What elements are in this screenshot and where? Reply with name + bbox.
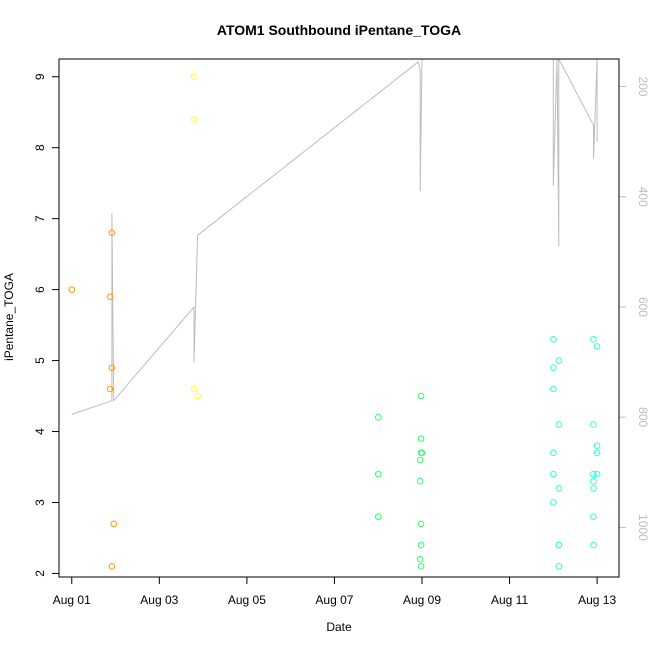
data-point [417, 478, 423, 484]
x-tick-label: Aug 13 [578, 593, 616, 607]
x-tick-label: Aug 09 [403, 593, 441, 607]
data-point [594, 471, 600, 477]
data-point [591, 478, 597, 484]
data-point [418, 436, 424, 442]
data-point [591, 542, 597, 548]
data-point [375, 415, 381, 421]
secondary-tick-label: 600 [636, 297, 650, 317]
data-point [111, 521, 117, 527]
data-point [556, 542, 562, 548]
x-tick-label: Aug 05 [228, 593, 266, 607]
data-point [418, 521, 424, 527]
data-point [191, 74, 197, 80]
data-point [594, 344, 600, 350]
y-tick-label: 7 [33, 215, 47, 222]
points-layer [69, 74, 600, 569]
y-tick-label: 4 [33, 428, 47, 435]
y-tick-label: 9 [33, 73, 47, 80]
data-point [191, 386, 197, 392]
data-point [375, 514, 381, 520]
x-tick-label: Aug 07 [315, 593, 353, 607]
data-point [591, 336, 597, 342]
data-point [594, 450, 600, 456]
data-point [195, 393, 201, 399]
y-tick-label: 6 [33, 286, 47, 293]
data-point [417, 457, 423, 463]
data-point [551, 386, 557, 392]
y-tick-label: 2 [33, 570, 47, 577]
secondary-tick-label: 1000 [636, 514, 650, 541]
secondary-tick-label: 800 [636, 407, 650, 427]
data-point [556, 564, 562, 570]
chart-title: ATOM1 Southbound iPentane_TOGA [217, 22, 461, 38]
data-point [551, 365, 557, 371]
data-point [556, 422, 562, 428]
data-point [551, 336, 557, 342]
data-point [556, 358, 562, 364]
y-tick-label: 3 [33, 499, 47, 506]
data-point [69, 287, 75, 293]
data-point [551, 471, 557, 477]
data-point [417, 556, 423, 562]
data-point [591, 514, 597, 520]
data-point [556, 486, 562, 492]
data-point [191, 117, 197, 123]
x-tick-label: Aug 11 [491, 593, 528, 607]
data-point [418, 393, 424, 399]
x-tick-label: Aug 03 [140, 593, 178, 607]
data-point [551, 450, 557, 456]
data-point [375, 471, 381, 477]
data-point [551, 500, 557, 506]
secondary-series-line [72, 59, 597, 414]
secondary-line-layer [72, 59, 597, 414]
x-axis-title: Date [326, 620, 352, 634]
data-point [594, 443, 600, 449]
y-axis-title: iPentane_TOGA [2, 273, 16, 361]
secondary-tick-label: 400 [636, 187, 650, 207]
data-point [591, 486, 597, 492]
secondary-tick-label: 200 [636, 77, 650, 97]
y-tick-label: 8 [33, 144, 47, 151]
data-point [418, 564, 424, 570]
x-tick-label: Aug 01 [53, 593, 91, 607]
y-tick-label: 5 [33, 357, 47, 364]
plot-frame [59, 59, 619, 577]
data-point [591, 422, 597, 428]
data-point [418, 542, 424, 548]
data-point [109, 564, 115, 570]
